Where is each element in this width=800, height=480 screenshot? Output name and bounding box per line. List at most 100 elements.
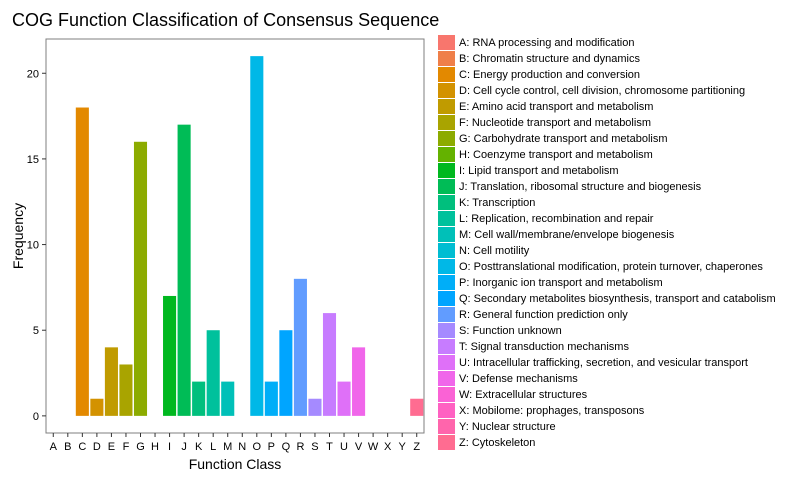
- legend-label: Z: Cytoskeleton: [459, 437, 536, 449]
- x-tick-label: T: [326, 441, 333, 453]
- legend-swatch: [438, 259, 455, 275]
- x-tick-label: V: [355, 441, 363, 453]
- legend-swatch: [438, 227, 455, 243]
- bar-K: [192, 381, 206, 416]
- x-tick-label: Z: [413, 441, 420, 453]
- bar-L: [206, 330, 220, 416]
- legend-label: E: Amino acid transport and metabolism: [459, 101, 654, 113]
- legend-swatch: [438, 419, 455, 435]
- legend-swatch: [438, 35, 455, 51]
- legend-item: Y: Nuclear structure: [438, 419, 778, 435]
- legend-item: S: Function unknown: [438, 323, 778, 339]
- legend-item: D: Cell cycle control, cell division, ch…: [438, 83, 778, 99]
- legend-label: H: Coenzyme transport and metabolism: [459, 149, 653, 161]
- bar-Q: [279, 330, 293, 416]
- legend-label: Q: Secondary metabolites biosynthesis, t…: [459, 293, 776, 305]
- x-tick-label: B: [64, 441, 71, 453]
- legend-swatch: [438, 403, 455, 419]
- x-tick-label: O: [253, 441, 262, 453]
- bar-I: [163, 295, 177, 416]
- legend-swatch: [438, 371, 455, 387]
- legend-label: K: Transcription: [459, 197, 536, 209]
- legend-item: K: Transcription: [438, 195, 778, 211]
- legend-swatch: [438, 387, 455, 403]
- x-tick-label: F: [123, 441, 130, 453]
- legend-label: R: General function prediction only: [459, 309, 628, 321]
- legend-item: X: Mobilome: prophages, transposons: [438, 403, 778, 419]
- legend-item: O: Posttranslational modification, prote…: [438, 259, 778, 275]
- legend-label: I: Lipid transport and metabolism: [459, 165, 619, 177]
- legend-label: N: Cell motility: [459, 245, 530, 257]
- legend-swatch: [438, 211, 455, 227]
- legend-item: A: RNA processing and modification: [438, 35, 778, 51]
- bar-G: [133, 141, 148, 416]
- plot-panel: [45, 38, 425, 434]
- legend-swatch: [438, 435, 455, 451]
- x-tick-label: G: [136, 441, 145, 453]
- y-tick-label: 20: [27, 68, 39, 80]
- x-tick-label: M: [223, 441, 232, 453]
- x-tick-label: I: [168, 441, 171, 453]
- legend-item: M: Cell wall/membrane/envelope biogenesi…: [438, 227, 778, 243]
- legend-swatch: [438, 67, 455, 83]
- legend-label: Y: Nuclear structure: [459, 421, 556, 433]
- y-tick-label: 0: [33, 411, 39, 423]
- legend-swatch: [438, 147, 455, 163]
- legend-swatch: [438, 99, 455, 115]
- legend-swatch: [438, 83, 455, 99]
- legend-item: G: Carbohydrate transport and metabolism: [438, 131, 778, 147]
- legend-item: L: Replication, recombination and repair: [438, 211, 778, 227]
- y-tick-label: 5: [33, 325, 39, 337]
- x-tick-label: W: [368, 441, 379, 453]
- legend-swatch: [438, 307, 455, 323]
- bar-E: [104, 347, 118, 416]
- x-tick-label: E: [108, 441, 115, 453]
- bar-C: [75, 107, 89, 416]
- x-tick-label: H: [151, 441, 159, 453]
- legend-swatch: [438, 51, 455, 67]
- bar-P: [264, 381, 278, 416]
- legend-item: C: Energy production and conversion: [438, 67, 778, 83]
- bars-group: [75, 56, 424, 416]
- legend-label: S: Function unknown: [459, 325, 562, 337]
- legend-label: U: Intracellular trafficking, secretion,…: [459, 357, 748, 369]
- x-tick-label: D: [93, 441, 101, 453]
- legend-label: G: Carbohydrate transport and metabolism: [459, 133, 668, 145]
- legend-item: H: Coenzyme transport and metabolism: [438, 147, 778, 163]
- legend-item: W: Extracellular structures: [438, 387, 778, 403]
- x-tick-label: A: [50, 441, 58, 453]
- legend-item: T: Signal transduction mechanisms: [438, 339, 778, 355]
- legend-label: P: Inorganic ion transport and metabolis…: [459, 277, 663, 289]
- bar-Z: [410, 398, 424, 416]
- legend-label: F: Nucleotide transport and metabolism: [459, 117, 651, 129]
- legend-item: F: Nucleotide transport and metabolism: [438, 115, 778, 131]
- legend-swatch: [438, 291, 455, 307]
- legend-label: M: Cell wall/membrane/envelope biogenesi…: [459, 229, 675, 241]
- bar-J: [177, 124, 191, 416]
- legend-label: T: Signal transduction mechanisms: [459, 341, 629, 353]
- legend-swatch: [438, 115, 455, 131]
- legend-item: B: Chromatin structure and dynamics: [438, 51, 778, 67]
- bar-V: [352, 347, 366, 416]
- bar-D: [90, 398, 104, 416]
- legend-swatch: [438, 163, 455, 179]
- x-axis-label: Function Class: [189, 456, 282, 472]
- legend-swatch: [438, 355, 455, 371]
- x-tick-label: R: [296, 441, 304, 453]
- legend-swatch: [438, 179, 455, 195]
- bar-U: [337, 381, 351, 416]
- legend-swatch: [438, 339, 455, 355]
- legend-label: J: Translation, ribosomal structure and …: [459, 181, 702, 193]
- legend-label: A: RNA processing and modification: [459, 37, 635, 49]
- x-tick-label: Y: [399, 441, 407, 453]
- bar-T: [322, 313, 337, 416]
- legend-item: U: Intracellular trafficking, secretion,…: [438, 355, 778, 371]
- bar-R: [293, 278, 307, 416]
- x-tick-label: N: [238, 441, 246, 453]
- legend-item: Q: Secondary metabolites biosynthesis, t…: [438, 291, 778, 307]
- x-tick-label: Q: [282, 441, 291, 453]
- y-tick-label: 10: [27, 240, 39, 252]
- legend-item: I: Lipid transport and metabolism: [438, 163, 778, 179]
